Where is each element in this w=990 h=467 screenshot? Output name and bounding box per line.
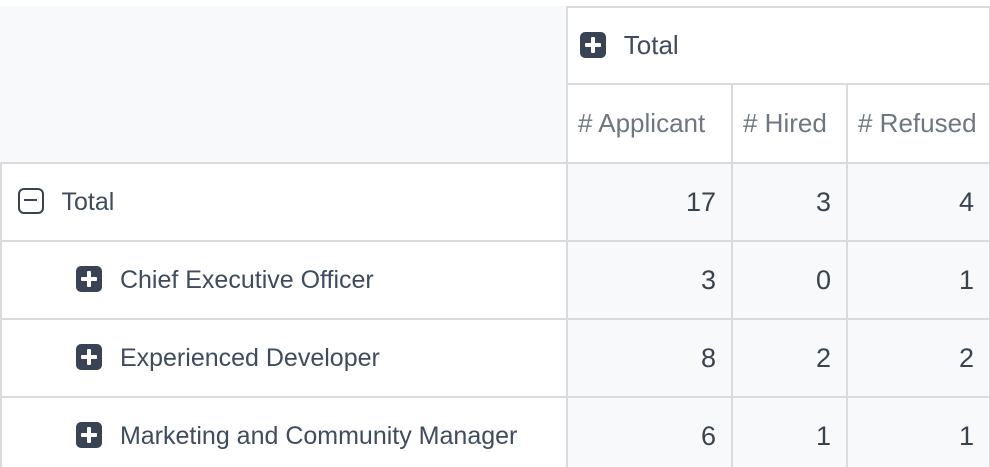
- cell-marketing-hired: 1: [731, 396, 848, 467]
- cell-marketing-applicant: 6: [566, 396, 733, 467]
- row-header-developer[interactable]: Experienced Developer: [0, 318, 568, 398]
- column-group-row: Total: [1, 6, 990, 85]
- cell-total-refused: 4: [845, 162, 990, 242]
- pivot-row-total: Total 17 3 4: [0, 162, 990, 242]
- measure-header-hired[interactable]: # Hired: [731, 83, 848, 164]
- measure-header-applicant[interactable]: # Applicant: [566, 83, 733, 164]
- row-label: Experienced Developer: [119, 343, 380, 372]
- cell-total-applicant: 17: [566, 162, 733, 242]
- cell-developer-applicant: 8: [566, 318, 733, 398]
- row-label: Total: [61, 187, 115, 216]
- pivot-table: Total # Applicant # Hired # Refused Tota…: [0, 6, 990, 467]
- cell-ceo-refused: 1: [845, 240, 990, 320]
- pivot-row-ceo: Chief Executive Officer 3 0 1: [0, 240, 990, 320]
- row-header-marketing[interactable]: Marketing and Community Manager: [0, 396, 568, 467]
- cell-ceo-hired: 0: [731, 240, 848, 320]
- row-header-ceo[interactable]: Chief Executive Officer: [0, 240, 568, 320]
- collapse-row-icon[interactable]: [18, 187, 44, 214]
- cell-ceo-applicant: 3: [566, 240, 733, 320]
- pivot-empty-corner: [0, 6, 567, 167]
- corner-cell: [1, 7, 567, 163]
- expand-column-icon[interactable]: [580, 32, 606, 58]
- pivot-row-marketing: Marketing and Community Manager 6 1 1: [0, 396, 990, 467]
- cell-developer-hired: 2: [731, 318, 848, 398]
- cell-marketing-refused: 1: [845, 396, 990, 467]
- row-label: Chief Executive Officer: [119, 265, 374, 294]
- pivot-row-developer: Experienced Developer 8 2 2: [0, 318, 990, 398]
- column-group-header-total[interactable]: Total: [565, 6, 990, 85]
- expand-row-icon[interactable]: [76, 421, 102, 448]
- cell-total-hired: 3: [731, 162, 848, 242]
- cell-developer-refused: 2: [845, 318, 990, 398]
- measure-header-refused[interactable]: # Refused: [845, 83, 990, 164]
- row-header-total[interactable]: Total: [0, 162, 568, 242]
- row-label: Marketing and Community Manager: [119, 421, 518, 450]
- column-group-label: Total: [623, 30, 679, 60]
- measures-row: # Applicant # Hired # Refused: [1, 83, 990, 164]
- expand-row-icon[interactable]: [76, 265, 102, 292]
- expand-row-icon[interactable]: [76, 343, 102, 370]
